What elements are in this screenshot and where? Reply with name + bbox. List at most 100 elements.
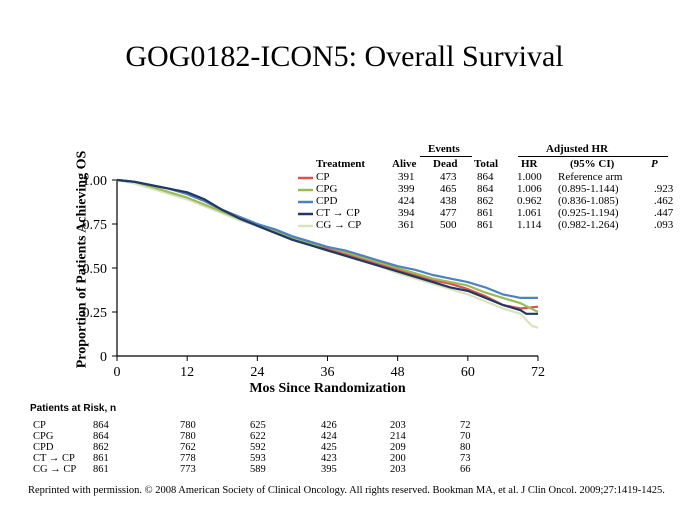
risk-cell: 214 [390, 431, 406, 442]
risk-cell: 66 [460, 464, 471, 475]
legend-total: 862 [477, 195, 494, 207]
risk-cell: 70 [460, 431, 471, 442]
legend-treatment: CPD [316, 195, 338, 207]
legend-treatment: CPG [316, 183, 338, 195]
legend-hr: 1.006 [517, 183, 542, 195]
page-title: GOG0182-ICON5: Overall Survival [125, 40, 564, 73]
legend-treatment: CG → CP [316, 219, 362, 231]
x-tick-label: 24 [250, 365, 264, 380]
col-dead: Dead [433, 158, 458, 170]
events-header: Events [428, 143, 460, 155]
risk-row-label: CG → CP [33, 464, 77, 475]
risk-cell: 424 [321, 431, 337, 442]
series-line-cpd [116, 178, 538, 299]
risk-table-title: Patients at Risk, n [30, 403, 117, 414]
legend-alive: 361 [398, 219, 415, 231]
risk-row-label: CPD [33, 442, 54, 453]
legend-swatches [298, 176, 313, 228]
chart-axes [112, 179, 539, 361]
y-tick-label: 1.00 [83, 174, 108, 189]
risk-cell: 425 [321, 442, 337, 453]
risk-cell: 593 [250, 453, 266, 464]
risk-cell: 864 [93, 431, 109, 442]
risk-cell: 203 [390, 464, 406, 475]
x-tick-label: 60 [461, 365, 475, 380]
chart-series [116, 178, 539, 329]
risk-cell: 778 [180, 453, 196, 464]
legend-p: .093 [654, 219, 674, 231]
y-axis-label-text: Proportion of Patients Achieving OS [74, 150, 90, 369]
risk-cell: 423 [321, 453, 337, 464]
legend-p: .447 [654, 207, 674, 219]
col-ci: (95% CI) [570, 158, 615, 170]
events-underline [420, 156, 472, 157]
risk-cell: 395 [321, 464, 337, 475]
hr-underline [518, 156, 668, 157]
risk-cell: 762 [180, 442, 196, 453]
risk-cell: 592 [250, 442, 266, 453]
risk-cell: 72 [460, 420, 471, 431]
legend-hr: 0.962 [517, 195, 542, 207]
legend-dead: 438 [440, 195, 457, 207]
legend-dead: 500 [440, 219, 457, 231]
legend-hr: 1.114 [517, 219, 542, 231]
risk-row-label: CT → CP [33, 453, 75, 464]
legend-alive: 399 [398, 183, 415, 195]
risk-cell: 625 [250, 420, 266, 431]
risk-cell: 780 [180, 431, 196, 442]
risk-cell: 426 [321, 420, 337, 431]
legend-hr: 1.061 [517, 207, 542, 219]
legend-alive: 394 [398, 207, 415, 219]
x-tick-label: 48 [391, 365, 405, 380]
x-tick-label: 36 [321, 365, 335, 380]
legend-hr: 1.000 [517, 171, 542, 183]
risk-cell: 862 [93, 442, 109, 453]
legend-total: 861 [477, 219, 494, 231]
risk-row-label: CP [33, 420, 46, 431]
legend-treatment: CP [316, 171, 330, 183]
col-hr: HR [521, 158, 538, 170]
legend-treatment: CT → CP [316, 207, 360, 219]
x-tick-label: 72 [531, 365, 545, 380]
risk-cell: 80 [460, 442, 471, 453]
risk-cell: 209 [390, 442, 406, 453]
series-line-ct-cp [116, 178, 538, 315]
legend-ci: Reference arm [558, 171, 623, 183]
y-axis-label: Proportion of Patients Achieving OS [75, 150, 90, 370]
adjusted-hr-header: Adjusted HR [546, 143, 609, 155]
risk-cell: 73 [460, 453, 471, 464]
y-tick-label: 0.75 [83, 218, 108, 233]
risk-cell: 864 [93, 420, 109, 431]
risk-cell: 200 [390, 453, 406, 464]
legend-dead: 465 [440, 183, 457, 195]
col-treatment: Treatment [316, 158, 366, 170]
legend-dead: 473 [440, 171, 457, 183]
risk-row-label: CPG [33, 431, 54, 442]
legend-p: .462 [654, 195, 674, 207]
risk-cell: 773 [180, 464, 196, 475]
legend-ci: (0.982-1.264) [558, 219, 619, 231]
legend-alive: 424 [398, 195, 415, 207]
legend-ci: (0.925-1.194) [558, 207, 619, 219]
risk-cell: 780 [180, 420, 196, 431]
legend-alive: 391 [398, 171, 415, 183]
y-tick-label: 0.25 [83, 306, 108, 321]
col-p: P [651, 158, 658, 170]
legend-dead: 477 [440, 207, 457, 219]
y-tick-label: 0.50 [83, 262, 108, 277]
legend-ci: (0.895-1.144) [558, 183, 619, 195]
x-tick-label: 0 [114, 365, 121, 380]
risk-cell: 861 [93, 464, 109, 475]
risk-cell: 203 [390, 420, 406, 431]
legend-total: 864 [477, 171, 494, 183]
x-axis-label: Mos Since Randomization [249, 381, 406, 396]
legend-total: 864 [477, 183, 494, 195]
col-alive: Alive [392, 158, 417, 170]
legend-p: .923 [654, 183, 674, 195]
y-tick-label: 0 [100, 350, 107, 365]
x-tick-label: 12 [180, 365, 194, 380]
legend-total: 861 [477, 207, 494, 219]
risk-cell: 589 [250, 464, 266, 475]
risk-cell: 622 [250, 431, 266, 442]
